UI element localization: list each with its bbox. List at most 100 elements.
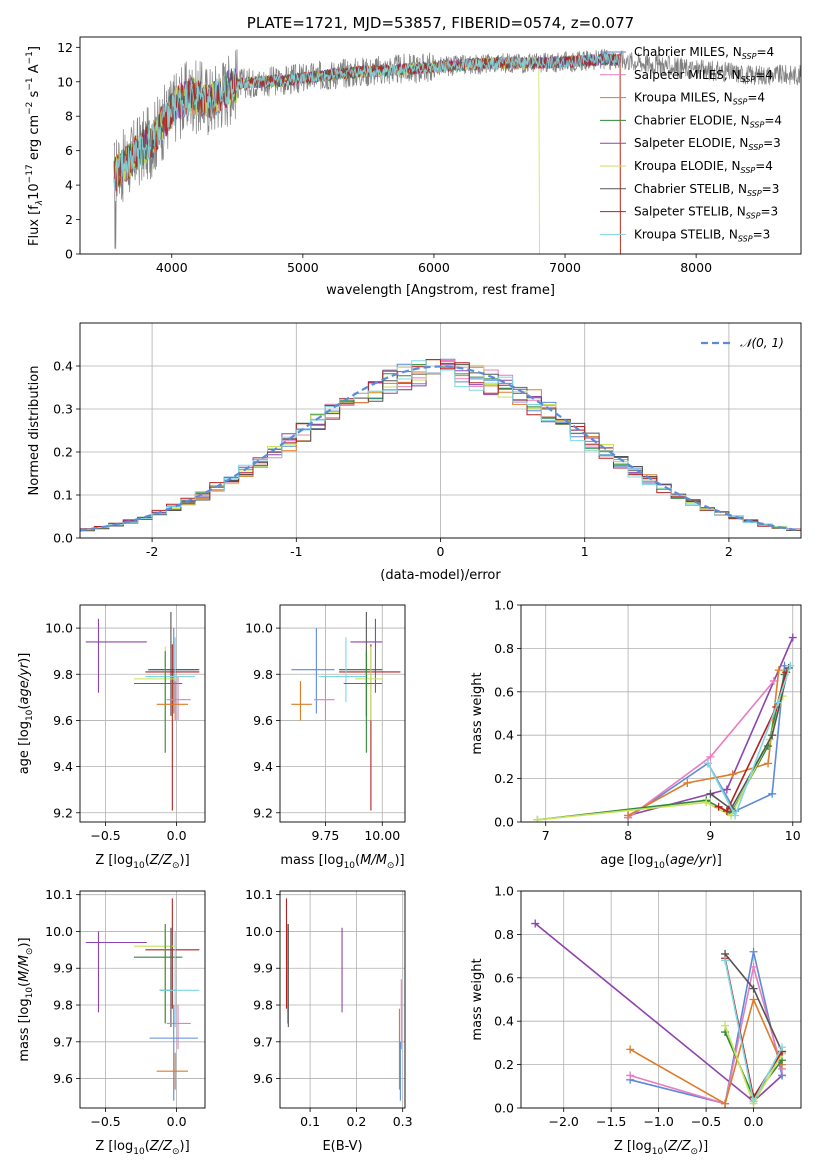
y-tick-label: 10.0	[245, 621, 273, 636]
axes-frame	[79, 322, 802, 539]
legend-entry: Kroupa STELIB, NSSP=3	[634, 227, 770, 243]
plot-area	[531, 919, 787, 1108]
x-tick-label: 0	[437, 544, 445, 559]
weight-marker	[749, 947, 758, 956]
weight-marker	[714, 802, 723, 811]
x-tick-label: 9	[706, 828, 714, 843]
weight-marker	[702, 798, 711, 807]
x-tick-label: −2.0	[549, 1114, 579, 1129]
y-axis-label: mass weight	[470, 672, 485, 754]
y-tick-label: 12	[57, 40, 73, 55]
y-tick-label: 0.0	[53, 531, 73, 546]
y-tick-label: 9.9	[53, 961, 73, 976]
legend-entry: Chabrier MILES, NSSP=4	[634, 45, 774, 61]
weight-marker	[626, 1071, 635, 1080]
x-tick-label: 7000	[549, 260, 581, 275]
x-axis-label: Z [log10(Z/Z⊙)]	[95, 853, 189, 871]
plot-area	[533, 633, 797, 822]
axes-frame	[279, 890, 406, 1109]
y-tick-label: 9.9	[253, 961, 273, 976]
weight-marker	[788, 633, 797, 642]
weight-marker	[706, 789, 715, 798]
legend-entry: Chabrier ELODIE, NSSP=4	[634, 113, 782, 129]
x-tick-label: −0.5	[90, 828, 120, 843]
y-tick-label: 0.6	[494, 970, 514, 985]
x-axis-label: age [log10(age/yr)]	[600, 853, 722, 871]
weight-marker	[533, 815, 542, 822]
panel-age_vs_mass: 9.75 10.00 9.2 9.4 9.6 9.8 10.0 mass [log10(M/M…	[245, 604, 406, 871]
y-tick-label: 9.7	[253, 1034, 273, 1049]
x-tick-label: 10	[785, 828, 801, 843]
panel-histogram: -2 -1 0 1 2 0.0 0.1 0.2 0.3 0.4 (data-model)/error…	[27, 322, 802, 583]
weight-marker	[786, 661, 795, 670]
y-tick-label: 9.2	[253, 805, 273, 820]
y-axis-label: age [log10(age/yr)]	[17, 653, 35, 775]
x-tick-label: 8000	[680, 260, 712, 275]
y-tick-label: 10.1	[45, 887, 73, 902]
histogram-kroupa-stelib	[80, 360, 801, 530]
weight-line	[707, 665, 792, 818]
weight-marker	[722, 807, 731, 816]
weight-line	[718, 672, 787, 813]
y-tick-label: 10.0	[45, 924, 73, 939]
legend-entry: 𝒩(0, 1)	[740, 336, 784, 350]
legend: Chabrier MILES, NSSP=4 Salpeter MILES, NS…	[600, 45, 782, 243]
weight-line	[629, 997, 783, 1105]
weight-marker	[764, 759, 773, 768]
weight-marker	[721, 1021, 730, 1030]
y-tick-label: 0.1	[53, 488, 73, 503]
x-tick-label: −0.5	[691, 1114, 721, 1129]
gaussian-curve	[80, 365, 799, 532]
model-spectrum-kroupa-stelib	[113, 53, 621, 191]
plot-area	[291, 611, 401, 811]
x-tick-label: -2	[146, 544, 158, 559]
x-tick-label: 0.0	[167, 1114, 187, 1129]
y-tick-label: 9.7	[53, 1034, 73, 1049]
plot-area	[85, 611, 200, 811]
y-tick-label: 8	[65, 109, 73, 124]
y-tick-label: 0.6	[494, 684, 514, 699]
plot-area	[80, 358, 801, 532]
y-tick-label: 0.0	[494, 815, 514, 830]
weight-marker	[731, 811, 740, 820]
legend-entry: Salpeter STELIB, NSSP=3	[634, 205, 778, 221]
y-tick-label: 4	[65, 178, 73, 193]
y-tick-label: 9.8	[53, 667, 73, 682]
y-tick-label: 1.0	[494, 598, 514, 613]
y-tick-label: 10.0	[245, 924, 273, 939]
legend-entry: Salpeter ELODIE, NSSP=3	[634, 136, 781, 152]
x-tick-label: 0.3	[393, 1114, 413, 1129]
y-tick-label: 9.2	[53, 805, 73, 820]
y-tick-label: 9.6	[53, 1071, 73, 1086]
y-tick-label: 9.4	[253, 759, 273, 774]
y-tick-label: 6	[65, 143, 73, 158]
x-tick-label: 5000	[287, 260, 319, 275]
weight-marker	[773, 698, 782, 707]
chart-title: PLATE=1721, MJD=53857, FIBERID=0574, z=0…	[247, 14, 634, 32]
y-tick-label: 0.8	[494, 641, 514, 656]
x-tick-label: 10.00	[364, 828, 400, 843]
y-tick-label: 9.8	[53, 998, 73, 1013]
y-axis-label: mass weight	[470, 958, 485, 1040]
x-tick-label: 0.1	[300, 1114, 320, 1129]
weight-marker	[706, 752, 715, 761]
axes-frame	[79, 890, 206, 1109]
axes-frame	[520, 890, 802, 1109]
x-tick-label: 9.75	[312, 828, 340, 843]
weight-marker	[531, 919, 540, 928]
panel-mass_vs_ebv: 0.1 0.2 0.3 9.6 9.7 9.8 9.9 10.0 10.1 E(B-V)	[245, 887, 412, 1154]
y-tick-label: 2	[65, 212, 73, 227]
legend-entry: Kroupa MILES, NSSP=4	[634, 91, 765, 107]
y-axis-label: Flux [fλ10−17 erg cm−2 s−1 A−1]	[25, 46, 45, 246]
weight-marker	[778, 1043, 787, 1052]
y-tick-label: 0.2	[494, 1057, 514, 1072]
x-tick-label: 7	[542, 828, 550, 843]
weight-marker	[721, 1099, 730, 1108]
panel-age_vs_Z: −0.5 0.0 9.2 9.4 9.6 9.8 10.0 Z [log10(Z/Z⊙)] ag…	[17, 604, 206, 871]
x-tick-label: 0.2	[346, 1114, 366, 1129]
panel-massweight_vs_Z: −2.0 −1.5 −1.0 −0.5 0.0 0.0 0.2 0.4 0.6 0.8 1.0 mas…	[470, 884, 802, 1157]
axes-frame	[279, 604, 406, 823]
x-tick-label: 0.0	[167, 828, 187, 843]
y-tick-label: 9.6	[253, 713, 273, 728]
